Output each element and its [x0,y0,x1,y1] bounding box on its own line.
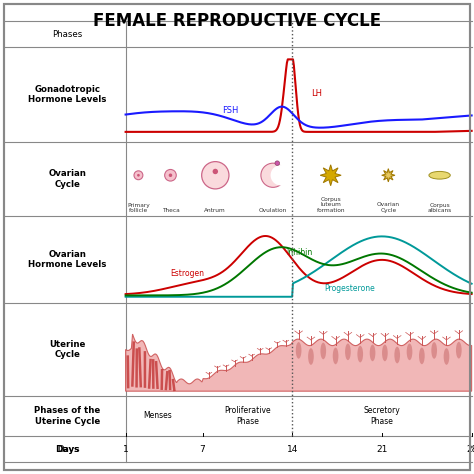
Text: Ovarian
Cycle: Ovarian Cycle [377,202,400,213]
Text: Phases of the
Uterine Cycle: Phases of the Uterine Cycle [35,406,100,426]
Text: 28: 28 [466,445,474,454]
Ellipse shape [370,345,375,361]
Ellipse shape [382,345,388,361]
FancyBboxPatch shape [4,4,470,470]
Ellipse shape [296,342,301,359]
Ellipse shape [429,172,450,179]
Ellipse shape [345,344,351,360]
Circle shape [201,162,229,189]
Text: Secretory
Phase: Secretory Phase [364,406,401,426]
Polygon shape [126,334,472,391]
Circle shape [212,169,218,174]
Ellipse shape [431,342,437,359]
Ellipse shape [407,344,412,360]
Text: Antrum: Antrum [204,208,226,213]
Polygon shape [320,165,341,186]
Text: FSH: FSH [222,106,238,115]
Text: Days: Days [55,445,80,454]
Text: Uterine
Cycle: Uterine Cycle [49,340,86,359]
Ellipse shape [394,346,400,364]
Text: Menses: Menses [143,411,172,420]
Ellipse shape [357,346,363,363]
Circle shape [261,163,285,187]
Circle shape [134,171,143,180]
Text: 14: 14 [286,445,298,454]
Text: Gonadotropic
Hormone Levels: Gonadotropic Hormone Levels [28,85,107,104]
Text: Theca: Theca [162,208,179,213]
Circle shape [275,161,280,165]
Text: Ovarian
Cycle: Ovarian Cycle [49,169,86,189]
Text: Primary
follicle: Primary follicle [127,202,150,213]
Circle shape [137,174,140,177]
Text: Days: Days [57,445,78,454]
Text: Ovulation: Ovulation [259,208,287,213]
Text: 7: 7 [200,445,205,454]
Ellipse shape [456,342,462,358]
Text: Inhibin: Inhibin [286,248,312,257]
Ellipse shape [320,343,326,359]
Text: LH: LH [311,89,322,98]
Text: 1: 1 [123,445,128,454]
Ellipse shape [419,347,425,364]
Circle shape [164,170,176,181]
Text: Estrogen: Estrogen [171,269,204,278]
Text: FEMALE REPRODUCTIVE CYCLE: FEMALE REPRODUCTIVE CYCLE [93,12,381,30]
Text: Corpus
luteum
formation: Corpus luteum formation [317,197,345,213]
Circle shape [169,173,172,177]
Ellipse shape [333,347,338,364]
Text: Progesterone: Progesterone [324,283,375,292]
Text: Proliferative
Phase: Proliferative Phase [224,406,271,426]
Polygon shape [382,169,395,182]
Circle shape [271,165,291,185]
Polygon shape [385,172,392,179]
Text: 21: 21 [376,445,388,454]
Text: Phases: Phases [53,30,82,39]
Ellipse shape [444,348,449,365]
Text: Ovarian
Hormone Levels: Ovarian Hormone Levels [28,250,107,269]
Ellipse shape [308,348,314,365]
Text: Corpus
albicans: Corpus albicans [428,202,452,213]
